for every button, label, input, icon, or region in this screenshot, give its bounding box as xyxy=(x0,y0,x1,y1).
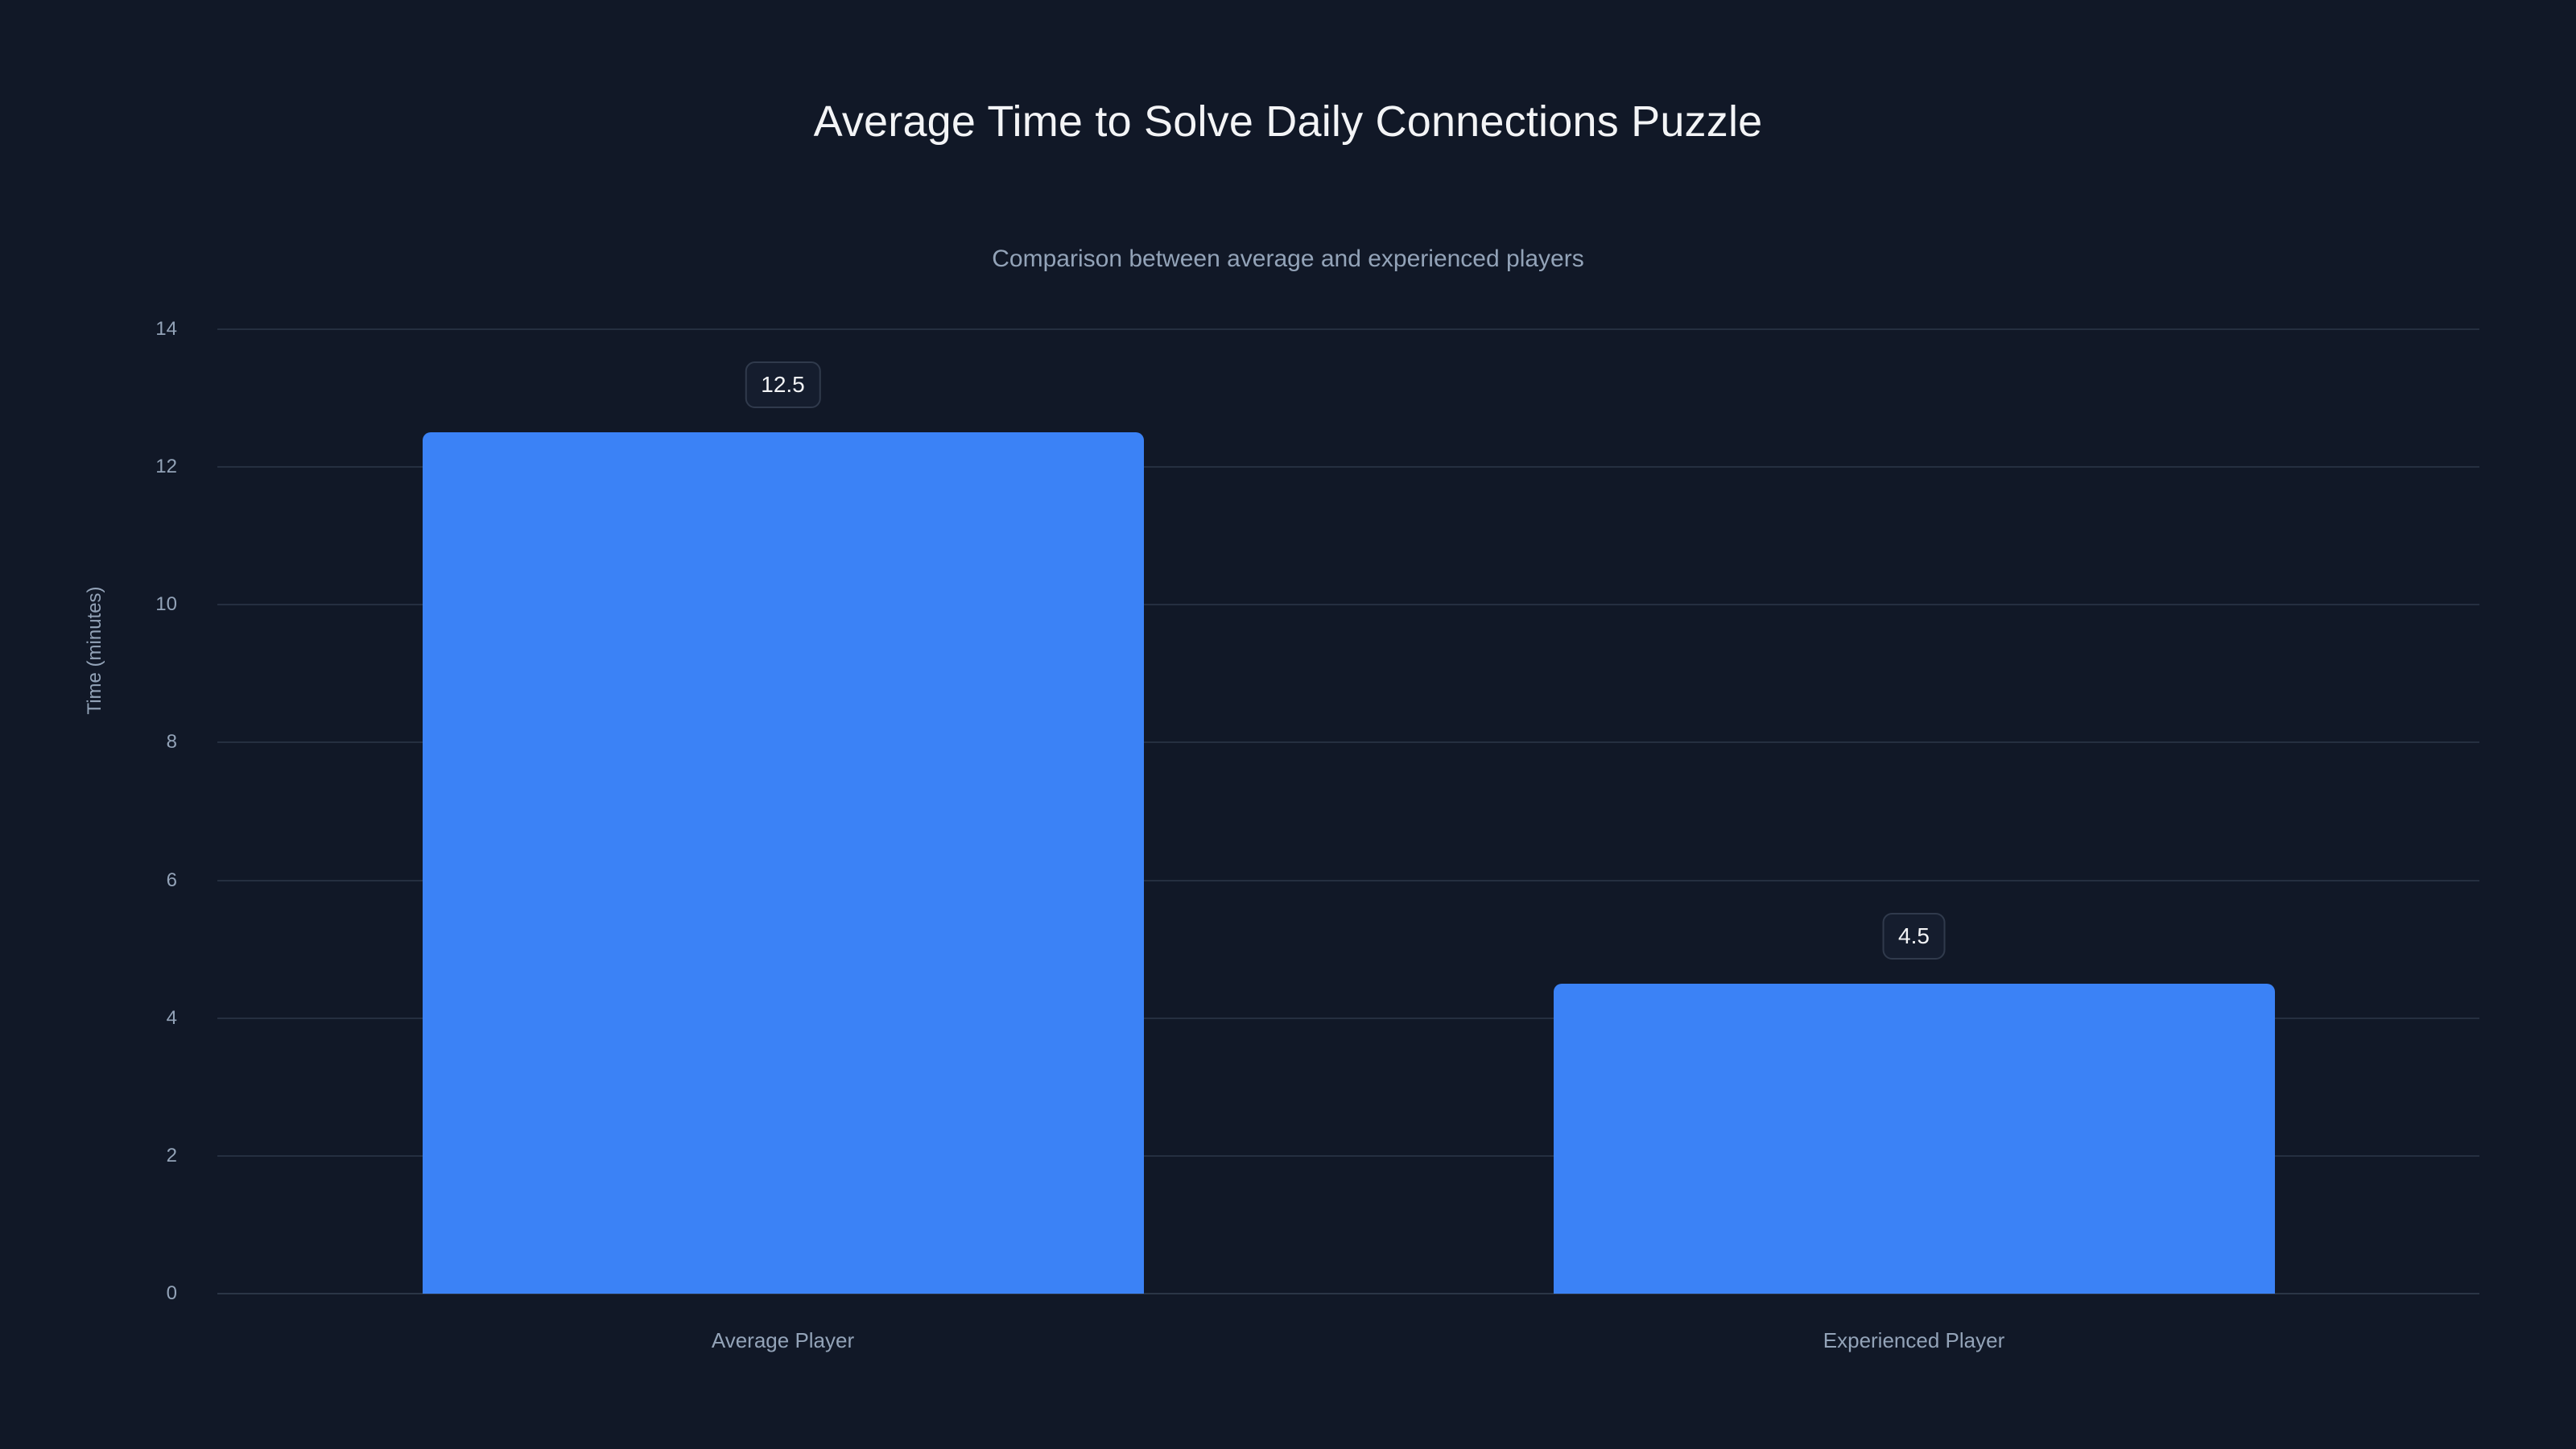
y-axis-tick-label: 12 xyxy=(155,456,177,478)
y-axis-title: Time (minutes) xyxy=(84,586,105,715)
chart-subtitle: Comparison between average and experienc… xyxy=(992,246,1584,272)
x-axis-tick-label: Experienced Player xyxy=(1823,1328,2005,1352)
y-axis-tick-label: 4 xyxy=(166,1006,177,1029)
bar-value-label: 4.5 xyxy=(1882,912,1946,960)
y-axis-tick-label: 10 xyxy=(155,593,177,616)
bar[interactable] xyxy=(1553,983,2275,1294)
y-axis-tick-label: 2 xyxy=(166,1144,177,1166)
bar[interactable] xyxy=(422,432,1144,1294)
plot-area: 12.5 4.5 xyxy=(217,328,2479,1294)
y-axis-tick-label: 8 xyxy=(166,731,177,753)
chart-title: Average Time to Solve Daily Connections … xyxy=(813,97,1763,146)
gridline xyxy=(217,328,2479,330)
y-axis-tick-label: 6 xyxy=(166,869,177,891)
gridline xyxy=(217,879,2479,881)
gridline xyxy=(217,1154,2479,1157)
gridline xyxy=(217,741,2479,744)
gridline xyxy=(217,466,2479,469)
gridline xyxy=(217,604,2479,606)
bar-value-label: 12.5 xyxy=(745,361,821,409)
y-axis-tick-label: 0 xyxy=(166,1282,177,1304)
x-axis-tick-label: Average Player xyxy=(711,1328,855,1352)
gridline xyxy=(217,1293,2479,1294)
y-axis-tick-label: 14 xyxy=(155,318,177,340)
gridline xyxy=(217,1017,2479,1019)
